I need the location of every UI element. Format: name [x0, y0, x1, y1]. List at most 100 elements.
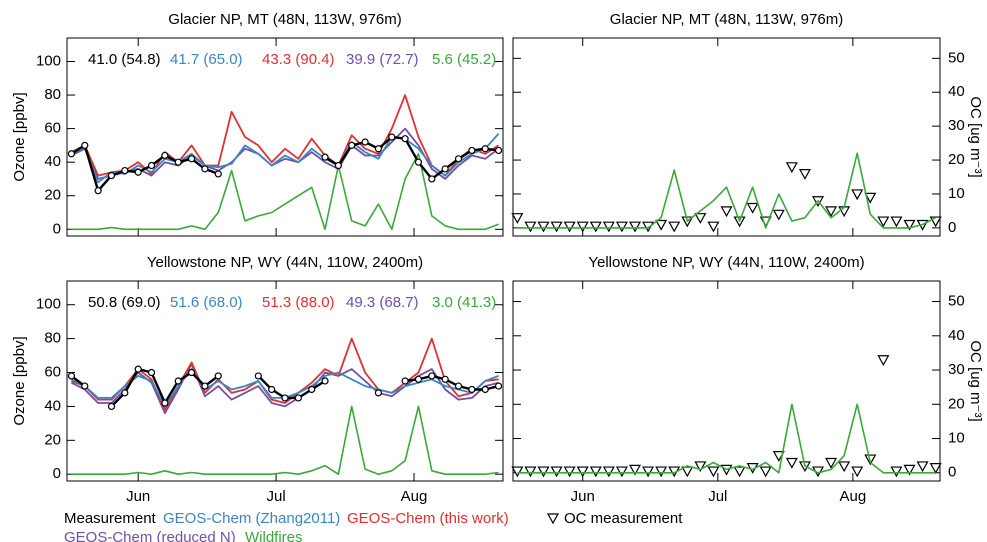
marker [121, 389, 129, 397]
stat-annotation: 51.6 (68.0) [170, 294, 243, 311]
stat-annotation: 43.3 (90.4) [262, 51, 335, 68]
marker [187, 368, 196, 377]
marker [668, 221, 681, 233]
panel-title: Glacier NP, MT (48N, 113W, 976m) [610, 11, 843, 28]
x-tick-label: Jun [126, 488, 150, 505]
plot-frame [66, 280, 504, 482]
marker [268, 385, 276, 394]
panel-title: Yellowstone NP, WY (44N, 110W, 2400m) [147, 254, 423, 271]
marker [628, 464, 642, 476]
marker [121, 166, 129, 175]
marker [576, 221, 589, 233]
marker [681, 466, 694, 478]
marker [890, 216, 903, 228]
marker [321, 377, 329, 385]
stat-annotation: 3.0 (41.3) [432, 294, 496, 311]
x-tick-label: Aug [401, 488, 428, 505]
marker [851, 466, 864, 478]
marker [785, 457, 798, 469]
marker [602, 221, 615, 233]
series-line [71, 405, 499, 475]
marker [642, 221, 655, 233]
y-tick-label: 60 [44, 363, 61, 380]
marker [107, 171, 116, 180]
marker [494, 146, 503, 155]
y-axis-label: OC [ug m⁻³] [967, 340, 984, 421]
marker [401, 135, 409, 143]
marker [428, 175, 436, 183]
y-axis-label: OC [ug m⁻³] [967, 96, 984, 177]
y-tick-label: 20 [948, 151, 965, 168]
marker [563, 466, 576, 478]
marker [550, 221, 563, 233]
marker [524, 221, 537, 233]
y-tick-label: 0 [53, 220, 61, 237]
marker [733, 466, 746, 478]
series-line [71, 153, 499, 231]
legend-entry: GEOS-Chem (Zhang2011) [163, 510, 340, 527]
x-tick-label: Jul [708, 488, 727, 505]
marker [308, 385, 316, 394]
marker [903, 219, 916, 231]
y-tick-label: 0 [53, 465, 61, 482]
marker [589, 466, 602, 478]
marker [134, 168, 142, 176]
marker [401, 377, 409, 385]
y-tick-label: 100 [36, 52, 61, 69]
stat-annotation: 51.3 (88.0) [262, 294, 335, 311]
marker [759, 466, 772, 478]
panel-title: Glacier NP, MT (48N, 113W, 976m) [168, 11, 401, 28]
legend-marker [546, 513, 560, 525]
marker [864, 192, 877, 204]
marker [374, 389, 383, 397]
marker [825, 457, 838, 469]
marker [454, 155, 463, 163]
marker [838, 461, 851, 473]
y-tick-label: 50 [948, 49, 965, 66]
y-tick-label: 80 [44, 86, 61, 103]
marker [798, 169, 811, 180]
legend-entry: Measurement [64, 510, 157, 527]
marker [174, 158, 182, 166]
marker [147, 368, 156, 377]
series-line [71, 133, 500, 184]
marker [214, 170, 222, 178]
series-line [517, 403, 936, 474]
marker [628, 221, 642, 233]
marker [877, 355, 890, 367]
x-tick-label: Jun [571, 488, 595, 505]
marker [694, 461, 707, 473]
series-line [70, 363, 499, 415]
marker [428, 372, 436, 380]
marker [321, 153, 329, 161]
marker [187, 155, 196, 163]
stat-annotation: 50.8 (69.0) [88, 294, 161, 311]
legend-entry: OC measurement [564, 510, 683, 527]
marker [81, 382, 89, 390]
marker [825, 206, 838, 218]
y-tick-label: 30 [948, 117, 965, 134]
marker [694, 213, 707, 224]
y-tick-label: 10 [948, 185, 965, 202]
y-tick-label: 20 [948, 395, 965, 412]
y-axis-label: Ozone [ppbv] [11, 92, 28, 181]
y-axis-label: Ozone [ppbv] [11, 336, 28, 425]
marker [161, 399, 169, 407]
marker [254, 372, 262, 380]
y-tick-label: 10 [948, 430, 965, 447]
series-line [71, 337, 499, 411]
marker [281, 394, 289, 402]
y-tick-label: 20 [44, 431, 61, 448]
marker [67, 150, 76, 158]
marker [294, 394, 302, 402]
marker [511, 466, 524, 478]
marker [441, 165, 449, 173]
marker [785, 162, 798, 174]
marker [67, 372, 76, 380]
marker [916, 461, 929, 473]
y-tick-label: 60 [44, 120, 61, 137]
marker [374, 145, 383, 153]
marker [537, 221, 550, 233]
marker [147, 161, 156, 170]
